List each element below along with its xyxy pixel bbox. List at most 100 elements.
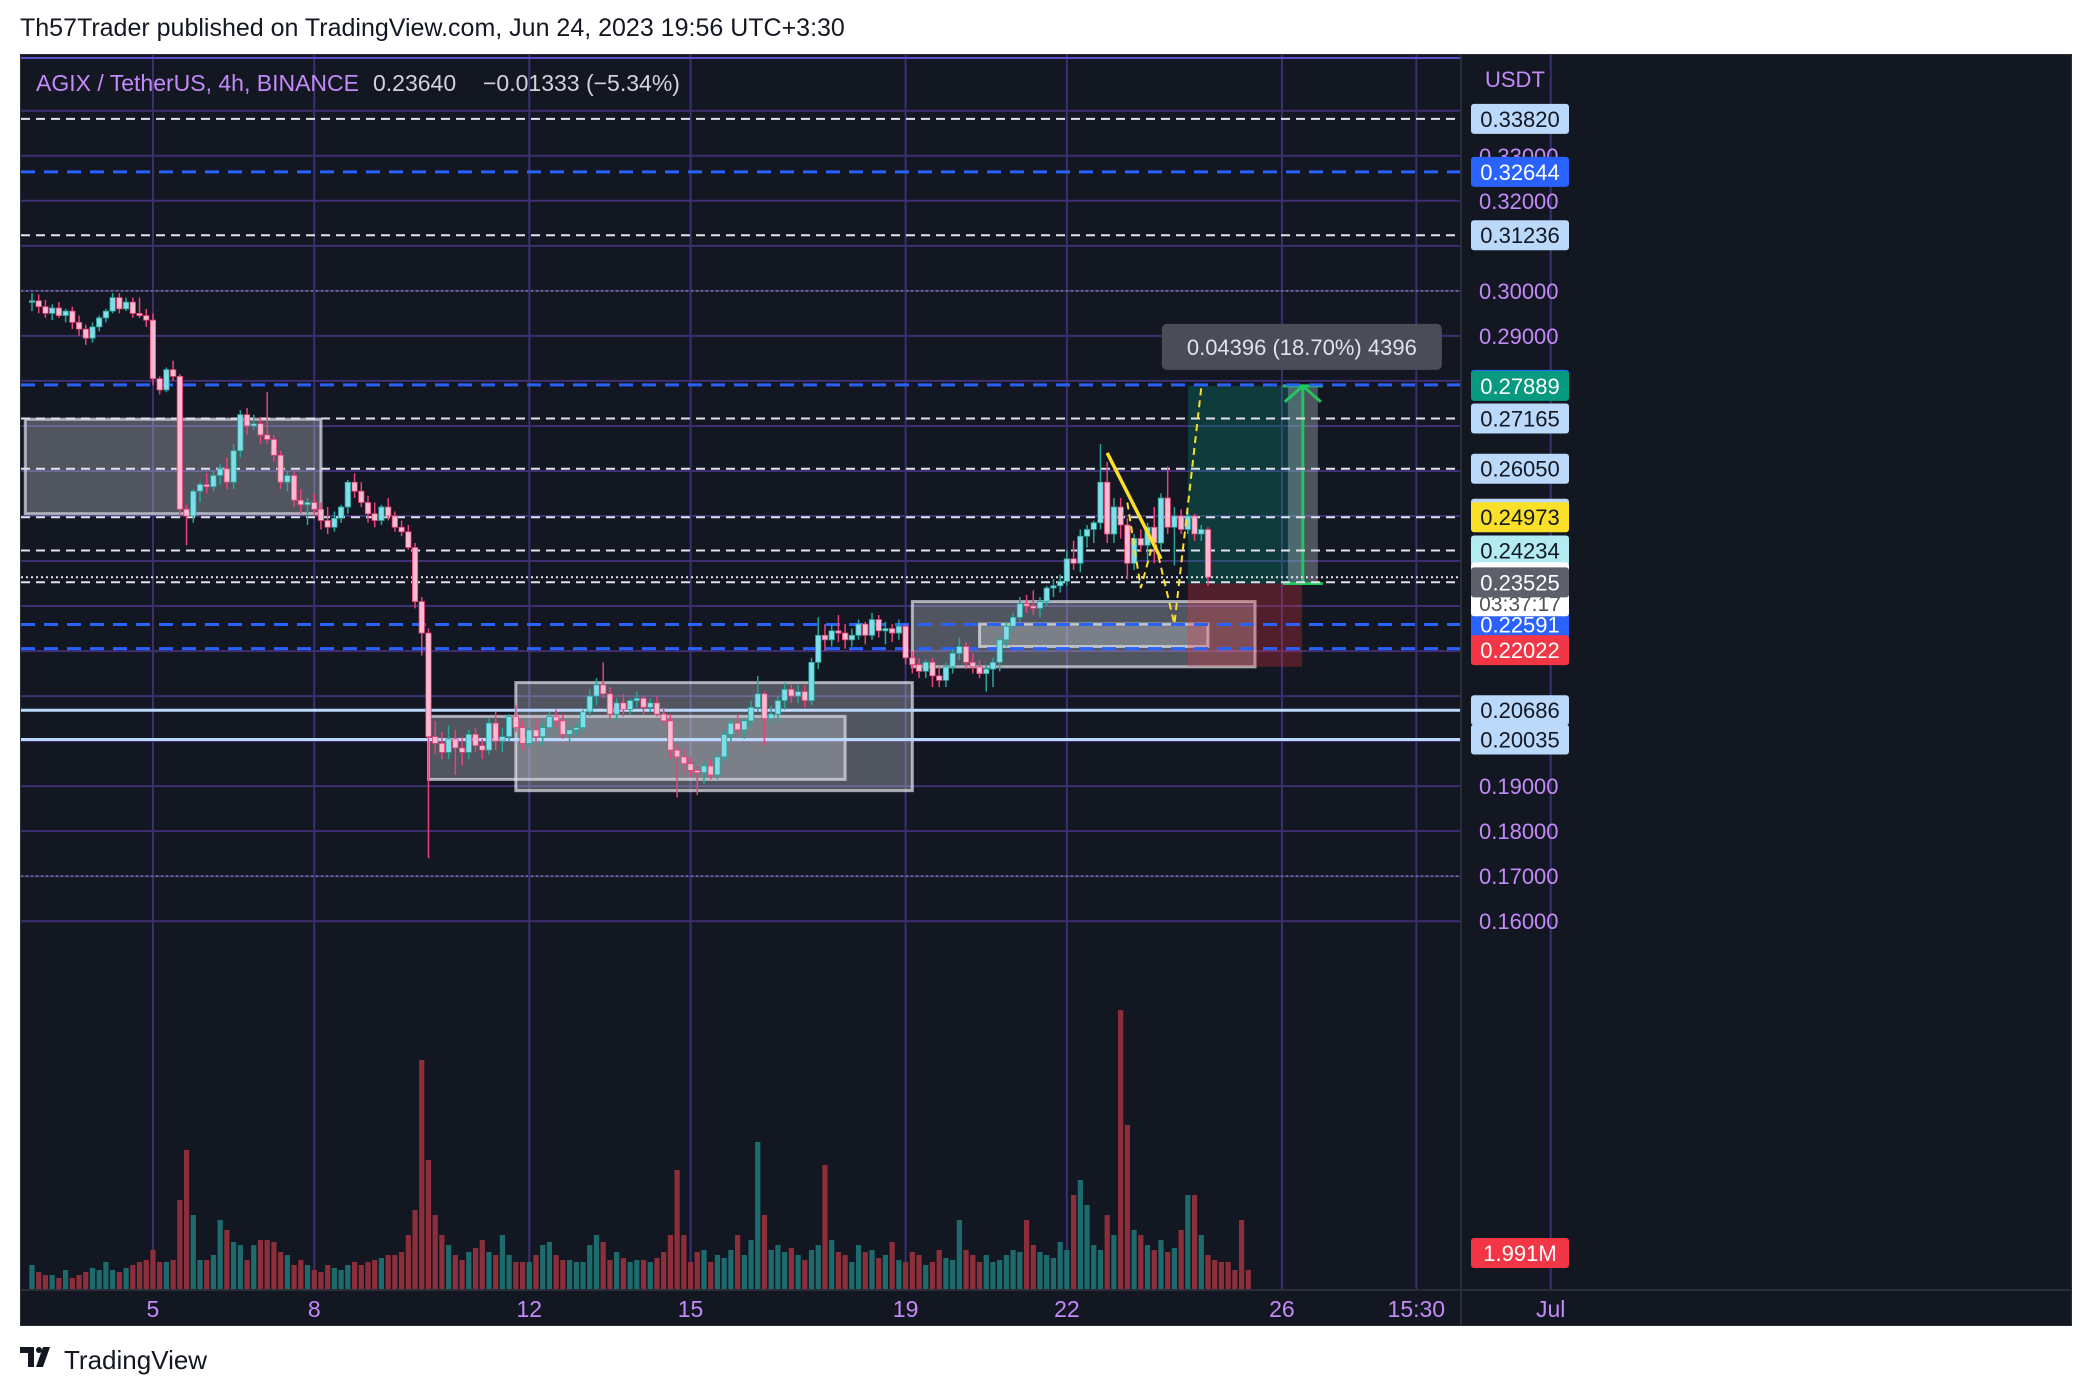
price-tag-bg [1471,609,1569,640]
candle-body [1023,603,1030,607]
volume-bar [298,1260,304,1290]
candle-body [418,601,425,634]
candle-body [788,688,795,697]
volume-bars [29,1010,1251,1290]
volume-bar [667,1235,673,1290]
price-tag-bg [1471,567,1569,598]
volume-bar [69,1278,75,1290]
candle-body [868,619,876,636]
trend-line [1105,452,1163,560]
volume-bar [365,1262,371,1290]
volume-bar [1097,1250,1104,1290]
volume-bar [808,1250,815,1290]
candle-body [1178,515,1185,530]
volume-bar [929,1262,936,1290]
candle-body [1057,580,1064,587]
volume-bar [63,1270,69,1290]
candle-body [889,628,896,634]
candle-body [385,506,392,517]
candle-body [485,722,493,751]
candle-body [324,520,331,528]
candle-body [626,700,634,711]
candle-body [1137,538,1144,546]
volume-bar [835,1252,841,1290]
volume-bar [775,1245,781,1290]
tradingview-brand: TradingView [64,1344,208,1375]
time-tick-label: 22 [1054,1296,1080,1322]
candle-body [143,315,150,321]
candle-body [432,736,439,744]
volume-bar [331,1268,337,1290]
candle-body [707,765,714,776]
volume-bar [1017,1252,1023,1290]
volume-bar [587,1245,593,1290]
volume-bar [519,1262,526,1290]
price-tag: 0.23525 [1480,570,1560,595]
volume-bar [76,1275,82,1290]
volume-bar [829,1240,835,1290]
price-tag-bg [1471,502,1569,533]
candle-body [75,321,83,330]
volume-bar [768,1250,774,1290]
volume-bar [849,1262,855,1290]
price-tag: 0.22022 [1480,638,1560,663]
volume-bar [970,1255,976,1290]
volume-bar [708,1262,714,1290]
volume-bar [1165,1252,1171,1290]
volume-bar [553,1255,559,1290]
candle-body [338,506,345,519]
candle-body [895,625,902,634]
volume-bar [217,1220,223,1290]
candle-body [962,646,970,663]
volume-bar [1091,1245,1097,1290]
volume-bar [755,1142,761,1290]
candle-body [687,763,694,771]
volume-bar [385,1255,391,1290]
price-chart[interactable]: 0.04396 (18.70%) 4396 0.16000 0.17000 0.18… [21,55,2071,1325]
zones [23,417,1257,793]
candle-body [28,300,36,303]
price-tag-bg [1471,535,1569,566]
volume-bar [903,1262,909,1290]
volume-bar [29,1265,35,1290]
price-tag-bg [1471,724,1569,755]
candle-body [55,307,62,317]
chart-frame[interactable]: 0.04396 (18.70%) 4396 0.16000 0.17000 0.18… [20,54,2072,1326]
candle-body [311,502,318,510]
volume-bar [452,1255,458,1290]
volume-bar [950,1260,956,1290]
candle-body [378,506,385,521]
candle-body [781,688,788,702]
volume-bar [634,1260,640,1290]
volume-bar [936,1250,942,1290]
candle-body [156,378,163,391]
volume-bar [889,1242,895,1290]
volume-bar [311,1270,317,1290]
time-tick-label: 26 [1269,1296,1295,1322]
volume-bar [795,1255,801,1290]
grid [21,55,1552,1290]
volume-bar [419,1060,425,1290]
candle-body [492,722,499,742]
candle-body [801,691,808,702]
volume-bar [802,1260,808,1290]
volume-bar [701,1250,707,1290]
volume-bar [204,1260,210,1290]
dotted-levels [21,290,1461,877]
volume-bar [782,1252,788,1290]
price-tick-label: 0.29000 [1479,324,1559,349]
price-tag: 0.33820 [1480,107,1560,132]
candle-body [1083,529,1091,537]
candle-body [667,720,674,751]
candle-body [539,727,546,738]
volume-bar [1057,1242,1063,1290]
supply-demand-zone [23,417,323,516]
volume-bar [499,1235,505,1290]
volume-bar [513,1262,519,1290]
volume-bar [318,1272,324,1290]
price-tag: 0.20686 [1480,698,1560,723]
candle-body [364,502,372,515]
volume-bar [116,1272,122,1290]
supply-demand-zone [910,600,1257,669]
candle-body [277,454,284,483]
